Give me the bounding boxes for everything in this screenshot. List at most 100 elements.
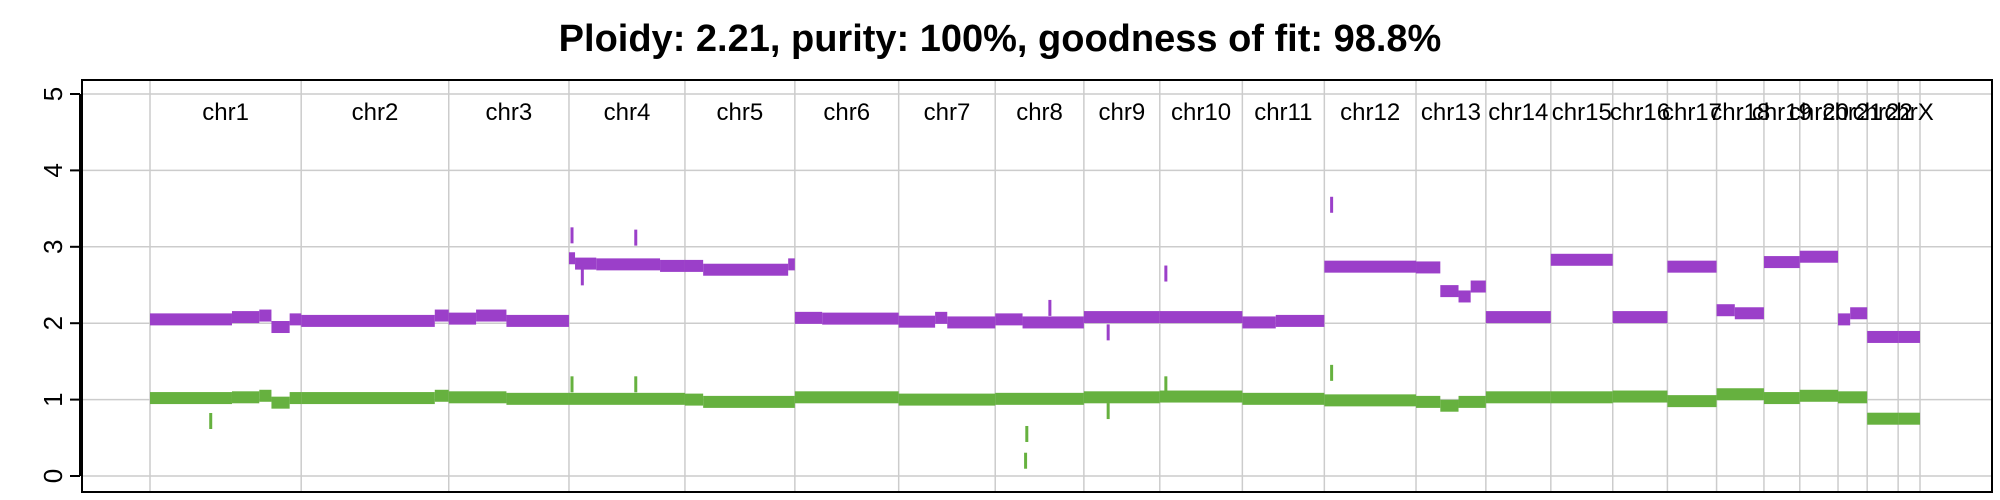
total-segment — [434, 309, 449, 322]
total-segment — [271, 321, 290, 334]
minor-segment — [684, 393, 704, 406]
minor-segment — [301, 392, 435, 405]
total-segment — [476, 309, 507, 322]
chromosome-label-layer: chr1 chr2 chr3 chr4 chr5 chr6 chr7 chr8 chr9 chr1… — [202, 99, 1933, 126]
total-segment — [1667, 260, 1717, 273]
chromosome-label: chr22 — [1853, 99, 1913, 126]
total-segment — [684, 259, 704, 272]
chromosome-label: chr4 — [604, 99, 651, 126]
total-segment — [1612, 311, 1668, 324]
minor-segment — [995, 392, 1084, 405]
chromosome-label: chr6 — [823, 99, 870, 126]
total-segment — [575, 257, 597, 270]
minor-segment — [1838, 391, 1868, 404]
total-outlier — [580, 269, 584, 286]
total-segment — [259, 309, 272, 322]
total-segment — [660, 259, 685, 272]
chromosome-label: chr8 — [1016, 99, 1063, 126]
minor-outlier — [1106, 403, 1110, 420]
total-outlier — [1164, 265, 1168, 282]
total-segment — [1799, 250, 1839, 263]
total-segment — [1440, 285, 1459, 298]
total-segment — [301, 314, 435, 327]
minor-outlier — [570, 376, 574, 393]
minor-outlier — [634, 376, 638, 393]
chromosome-label: chr10 — [1171, 99, 1231, 126]
total-outlier — [634, 229, 638, 246]
total-outlier — [1106, 324, 1110, 341]
minor-segment — [150, 392, 232, 405]
total-segment — [568, 252, 576, 265]
y-tick-label: 3 — [38, 240, 68, 254]
minor-outlier — [1330, 364, 1334, 381]
minor-segment — [568, 392, 685, 405]
chromosome-label: chr13 — [1421, 99, 1481, 126]
total-segment — [1022, 316, 1084, 329]
total-segment — [794, 311, 823, 324]
y-tick-label: 2 — [38, 316, 68, 330]
chart-title: Ploidy: 2.21, purity: 100%, goodness of … — [558, 18, 1442, 60]
total-segment — [1083, 311, 1160, 324]
minor-segment — [1416, 395, 1441, 408]
total-outlier — [1330, 196, 1334, 213]
y-tick-label: 5 — [38, 87, 68, 101]
total-segment — [1734, 307, 1764, 320]
minor-segment — [1667, 395, 1717, 408]
total-segment — [231, 311, 260, 324]
chromosome-label: chr5 — [717, 99, 764, 126]
minor-segment — [1716, 388, 1764, 401]
minor-segment — [271, 396, 290, 409]
total-segment — [995, 313, 1023, 326]
minor-segment — [434, 389, 449, 402]
minor-segment — [794, 391, 899, 404]
minor-segment — [898, 393, 996, 406]
total-segment — [788, 258, 795, 271]
chromosome-label: chr21 — [1823, 99, 1883, 126]
chromosome-label: chr11 — [1254, 99, 1312, 126]
chromosome-label: chr14 — [1488, 99, 1548, 126]
total-segment — [1898, 330, 1920, 343]
minor-segment — [506, 392, 569, 405]
minor-segment — [1083, 391, 1160, 404]
chromosome-label: chr18 — [1710, 99, 1770, 126]
total-segment — [1324, 260, 1417, 273]
total-segment — [1867, 330, 1899, 343]
chromosome-label: chr9 — [1098, 99, 1145, 126]
minor-segment — [1612, 390, 1668, 403]
total-segment — [1850, 307, 1868, 320]
total-segment — [898, 315, 936, 328]
minor-segment — [1898, 412, 1920, 425]
minor-outlier — [209, 412, 213, 429]
total-segment — [1470, 280, 1486, 293]
total-segment — [1485, 311, 1551, 324]
minor-outlier — [1025, 425, 1029, 442]
total-segment — [506, 314, 569, 327]
total-segment — [150, 313, 232, 326]
plot-frame — [81, 79, 1993, 493]
minor-segment — [1159, 390, 1243, 403]
total-segment — [703, 263, 789, 276]
total-segment — [448, 312, 477, 325]
minor-segment — [1458, 395, 1486, 408]
total-segment — [596, 258, 661, 271]
minor-segment — [1867, 412, 1899, 425]
minor-segment — [1485, 391, 1551, 404]
minor-outlier — [1164, 376, 1168, 393]
total-segment — [1458, 290, 1471, 303]
total-segment — [1275, 314, 1325, 327]
total-segment — [822, 312, 899, 325]
chromosome-label: chr16 — [1610, 99, 1670, 126]
minor-segment — [289, 392, 302, 405]
chromosome-label: chr7 — [924, 99, 971, 126]
minor-segment — [1324, 394, 1417, 407]
chromosome-label: chr2 — [352, 99, 399, 126]
chromosome-label: chr20 — [1789, 99, 1849, 126]
minor-segment — [1799, 389, 1839, 402]
minor-segment — [1242, 392, 1325, 405]
minor-segment — [1550, 391, 1613, 404]
y-axis: 0 1 2 3 4 5 — [38, 87, 81, 483]
chromosome-label: chr12 — [1340, 99, 1400, 126]
minor-segment — [1440, 399, 1459, 412]
total-segment — [1550, 253, 1613, 266]
